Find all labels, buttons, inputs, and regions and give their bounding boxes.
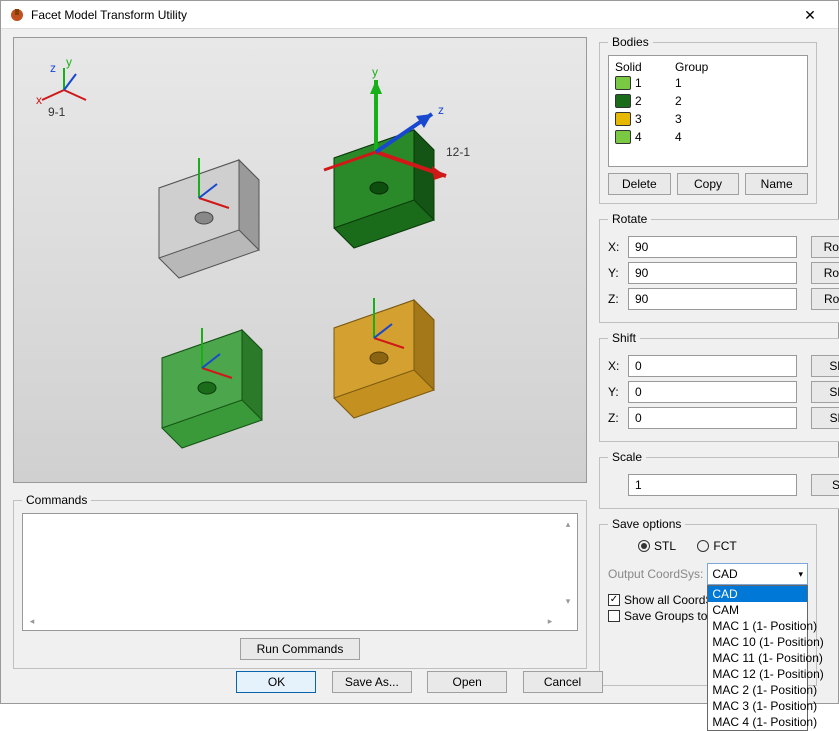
dropdown-option[interactable]: MAC 12 (1- Position) — [708, 666, 807, 682]
bodies-header: Solid Group — [615, 60, 801, 74]
run-commands-button[interactable]: Run Commands — [240, 638, 360, 660]
commands-fieldset: Commands ▴▾ ◂▸ Run Commands — [13, 493, 587, 669]
bodies-buttons: Delete Copy Name — [608, 173, 808, 195]
shift-y-input[interactable] — [628, 381, 797, 403]
copy-button[interactable]: Copy — [677, 173, 740, 195]
rotate-legend: Rotate — [608, 212, 651, 226]
output-coordsys-label: Output CoordSys: — [608, 567, 703, 581]
body-icon — [615, 130, 631, 144]
dropdown-option[interactable]: MAC 3 (1- Position) — [708, 698, 807, 714]
shift-x-input[interactable] — [628, 355, 797, 377]
col-group: Group — [675, 60, 708, 74]
app-icon — [9, 7, 25, 23]
shift-y-button[interactable]: Shift Y — [811, 381, 839, 403]
viewport-canvas: z y x 9-1 — [14, 38, 586, 482]
output-coordsys-dropdown[interactable]: CAD CAM MAC 1 (1- Position) MAC 10 (1- P… — [707, 585, 808, 731]
name-button[interactable]: Name — [745, 173, 808, 195]
bodies-list[interactable]: Solid Group 11 22 33 44 — [608, 55, 808, 167]
delete-button[interactable]: Delete — [608, 173, 671, 195]
svg-text:9-1: 9-1 — [48, 105, 66, 119]
scale-fieldset: Scale Scale — [599, 450, 839, 509]
rotate-fieldset: Rotate X:Rotate X Y:Rotate Y Z:Rotate Z — [599, 212, 839, 323]
viewport-3d[interactable]: z y x 9-1 — [13, 37, 587, 483]
save-options-legend: Save options — [608, 517, 685, 531]
scale-button[interactable]: Scale — [811, 474, 839, 496]
dropdown-option[interactable]: MAC 10 (1- Position) — [708, 634, 807, 650]
body-row[interactable]: 22 — [615, 92, 801, 110]
svg-text:12-1: 12-1 — [446, 145, 470, 159]
body-icon — [615, 112, 631, 126]
shift-legend: Shift — [608, 331, 640, 345]
rotate-x-input[interactable] — [628, 236, 797, 258]
svg-text:y: y — [66, 55, 72, 69]
rotate-z-button[interactable]: Rotate Z — [811, 288, 839, 310]
content-area: z y x 9-1 — [1, 29, 838, 703]
shift-fieldset: Shift X:Shift X Y:Shift Y Z:Shift Z — [599, 331, 839, 442]
col-solid: Solid — [615, 60, 675, 74]
stl-radio[interactable]: STL — [638, 539, 676, 553]
rotate-z-input[interactable] — [628, 288, 797, 310]
svg-text:z: z — [438, 103, 444, 117]
dropdown-option[interactable]: MAC 11 (1- Position) — [708, 650, 807, 666]
save-as-button[interactable]: Save As... — [332, 671, 412, 693]
body-icon — [615, 76, 631, 90]
svg-text:x: x — [36, 93, 42, 107]
svg-text:y: y — [372, 65, 378, 79]
save-options-fieldset: Save options STL FCT Output CoordSys: CA… — [599, 517, 817, 686]
chevron-down-icon: ▾ — [798, 569, 803, 580]
dropdown-option[interactable]: MAC 2 (1- Position) — [708, 682, 807, 698]
shift-z-input[interactable] — [628, 407, 797, 429]
scale-input[interactable] — [628, 474, 797, 496]
cancel-button[interactable]: Cancel — [523, 671, 603, 693]
scale-legend: Scale — [608, 450, 646, 464]
bodies-fieldset: Bodies Solid Group 11 22 33 44 Delete Co… — [599, 35, 817, 204]
fct-radio[interactable]: FCT — [697, 539, 736, 553]
shift-x-button[interactable]: Shift X — [811, 355, 839, 377]
body-icon — [615, 94, 631, 108]
svg-text:z: z — [50, 61, 56, 75]
dropdown-option[interactable]: MAC 1 (1- Position) — [708, 618, 807, 634]
titlebar: Facet Model Transform Utility ✕ — [1, 1, 838, 29]
body-row[interactable]: 33 — [615, 110, 801, 128]
dropdown-option[interactable]: CAM — [708, 602, 807, 618]
rotate-y-button[interactable]: Rotate Y — [811, 262, 839, 284]
commands-legend: Commands — [22, 493, 91, 507]
right-panel: Bodies Solid Group 11 22 33 44 Delete Co… — [599, 35, 817, 686]
dialog-window: Facet Model Transform Utility ✕ z y x 9-… — [0, 0, 839, 704]
save-groups-checkbox[interactable]: Save Groups to s — [608, 609, 717, 623]
window-title: Facet Model Transform Utility — [31, 8, 790, 22]
body-row[interactable]: 44 — [615, 128, 801, 146]
output-coordsys-select[interactable]: CAD ▾ — [707, 563, 808, 585]
shift-z-button[interactable]: Shift Z — [811, 407, 839, 429]
scrollbar-vertical[interactable]: ▴▾ — [560, 517, 576, 610]
open-button[interactable]: Open — [427, 671, 507, 693]
dropdown-option[interactable]: CAD — [708, 586, 807, 602]
dropdown-option[interactable]: MAC 4 (1- Position) — [708, 714, 807, 730]
show-all-coordsys-checkbox[interactable]: ✓Show all CoordSy — [608, 593, 719, 607]
rotate-y-input[interactable] — [628, 262, 797, 284]
bodies-legend: Bodies — [608, 35, 653, 49]
ok-button[interactable]: OK — [236, 671, 316, 693]
body-row[interactable]: 11 — [615, 74, 801, 92]
scrollbar-horizontal[interactable]: ◂▸ — [24, 614, 558, 630]
close-button[interactable]: ✕ — [790, 1, 830, 29]
rotate-x-button[interactable]: Rotate X — [811, 236, 839, 258]
